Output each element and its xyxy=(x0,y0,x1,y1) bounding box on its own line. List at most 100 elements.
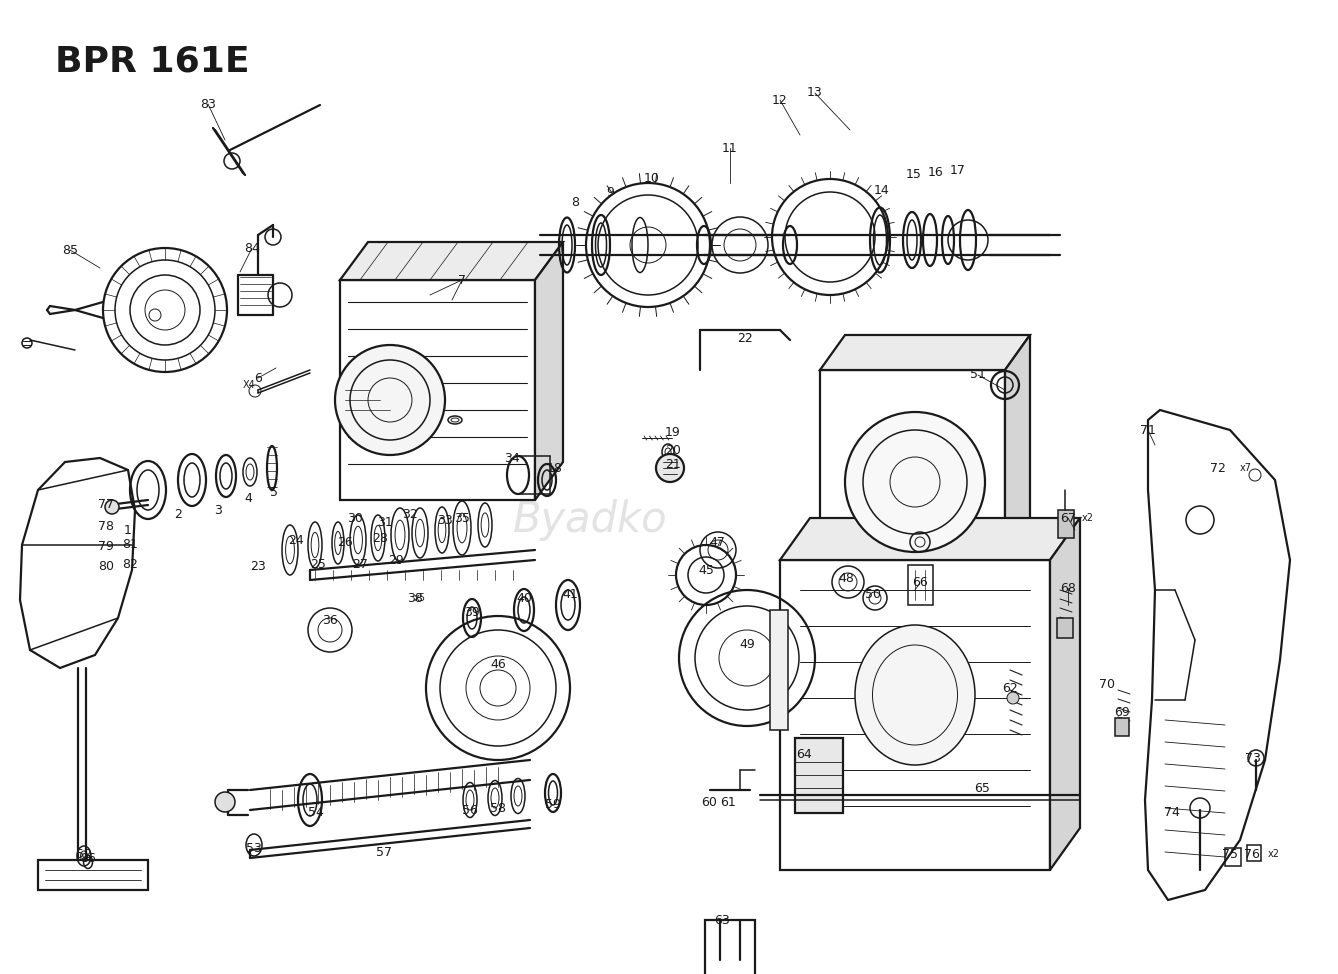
Text: 48: 48 xyxy=(838,572,854,584)
Text: 41: 41 xyxy=(562,588,578,602)
Text: 1: 1 xyxy=(124,523,132,537)
Text: 11: 11 xyxy=(723,141,737,155)
Text: x7: x7 xyxy=(1240,463,1252,473)
Text: x2: x2 xyxy=(1268,849,1280,859)
Bar xyxy=(1057,618,1073,638)
Text: 64: 64 xyxy=(796,748,812,762)
Bar xyxy=(1226,848,1242,866)
Polygon shape xyxy=(1050,518,1080,870)
Text: 50: 50 xyxy=(864,587,880,601)
Text: 71: 71 xyxy=(1140,424,1156,436)
Text: 68: 68 xyxy=(1060,581,1076,594)
Polygon shape xyxy=(535,242,563,500)
Text: 22: 22 xyxy=(737,331,753,345)
Text: 78: 78 xyxy=(98,520,114,534)
Text: 56: 56 xyxy=(462,804,478,816)
Text: X4: X4 xyxy=(244,380,256,390)
Text: 3: 3 xyxy=(214,504,222,516)
Text: 85: 85 xyxy=(62,244,78,256)
Text: 63: 63 xyxy=(714,914,729,926)
Text: 75: 75 xyxy=(1222,848,1238,861)
Polygon shape xyxy=(37,860,149,890)
Polygon shape xyxy=(820,335,1030,370)
Text: 79: 79 xyxy=(98,540,114,552)
Text: 73: 73 xyxy=(1246,752,1260,765)
Ellipse shape xyxy=(855,625,975,765)
Text: 82: 82 xyxy=(122,558,138,572)
Text: 30: 30 xyxy=(347,511,363,525)
Text: Byadko: Byadko xyxy=(512,499,668,541)
Text: 25: 25 xyxy=(310,558,326,572)
Text: 12: 12 xyxy=(772,94,788,106)
Text: 46: 46 xyxy=(490,658,506,671)
Text: 35: 35 xyxy=(454,511,470,525)
Bar xyxy=(705,920,755,974)
Text: 77: 77 xyxy=(98,499,114,511)
Text: 60: 60 xyxy=(701,797,717,809)
Text: 84: 84 xyxy=(244,242,260,254)
Text: 67: 67 xyxy=(1060,511,1076,525)
Polygon shape xyxy=(820,370,1005,595)
Text: 58: 58 xyxy=(490,802,506,814)
Text: 18: 18 xyxy=(547,462,563,474)
Text: 26: 26 xyxy=(337,537,353,549)
Text: 33: 33 xyxy=(438,513,452,527)
Text: 83: 83 xyxy=(201,97,215,110)
Text: 21: 21 xyxy=(665,459,681,471)
Text: 36: 36 xyxy=(322,614,339,626)
Text: 72: 72 xyxy=(1210,462,1226,474)
Text: 8: 8 xyxy=(571,196,579,208)
Bar xyxy=(769,610,788,730)
Text: 5: 5 xyxy=(270,485,278,499)
Text: 28: 28 xyxy=(372,532,388,544)
Text: 10: 10 xyxy=(644,171,660,184)
Text: 27: 27 xyxy=(352,557,368,571)
Circle shape xyxy=(334,345,446,455)
Text: 51: 51 xyxy=(970,368,986,382)
Circle shape xyxy=(846,412,985,552)
Polygon shape xyxy=(780,560,1050,870)
Text: 80: 80 xyxy=(98,560,114,574)
Circle shape xyxy=(656,454,684,482)
Text: 19: 19 xyxy=(665,426,681,438)
Text: 34: 34 xyxy=(504,452,520,465)
Text: x2: x2 xyxy=(1082,513,1094,523)
Text: 69: 69 xyxy=(1115,705,1129,719)
Text: 14: 14 xyxy=(874,183,890,197)
Circle shape xyxy=(215,792,235,812)
Polygon shape xyxy=(1005,335,1030,595)
Bar xyxy=(1247,845,1260,861)
Text: 86: 86 xyxy=(80,851,96,865)
Polygon shape xyxy=(1145,410,1290,900)
Text: 16: 16 xyxy=(929,167,943,179)
Text: 52: 52 xyxy=(76,848,92,861)
Text: x5: x5 xyxy=(413,593,425,603)
Polygon shape xyxy=(780,518,1080,560)
Circle shape xyxy=(1008,692,1020,704)
Text: 39: 39 xyxy=(464,607,480,619)
Text: 17: 17 xyxy=(950,164,966,176)
Text: 6: 6 xyxy=(254,371,262,385)
Polygon shape xyxy=(20,458,135,668)
Text: 9: 9 xyxy=(606,185,614,199)
Text: BPR 161E: BPR 161E xyxy=(55,45,250,79)
Text: 24: 24 xyxy=(288,534,304,546)
Polygon shape xyxy=(340,280,535,500)
Polygon shape xyxy=(340,242,563,280)
Text: 74: 74 xyxy=(1164,805,1180,818)
Text: 7: 7 xyxy=(458,274,466,286)
Text: 31: 31 xyxy=(377,515,393,529)
Bar xyxy=(1058,510,1074,538)
Bar xyxy=(1115,718,1129,736)
Text: 4: 4 xyxy=(244,492,252,505)
Text: 66: 66 xyxy=(913,577,927,589)
Text: 15: 15 xyxy=(906,169,922,181)
Text: 13: 13 xyxy=(807,87,823,99)
Text: 47: 47 xyxy=(709,537,725,549)
Text: 81: 81 xyxy=(122,538,138,550)
Text: 45: 45 xyxy=(698,564,714,577)
Text: 20: 20 xyxy=(665,443,681,457)
Circle shape xyxy=(104,500,119,514)
Text: 70: 70 xyxy=(1098,679,1115,692)
Text: 53: 53 xyxy=(246,842,262,854)
